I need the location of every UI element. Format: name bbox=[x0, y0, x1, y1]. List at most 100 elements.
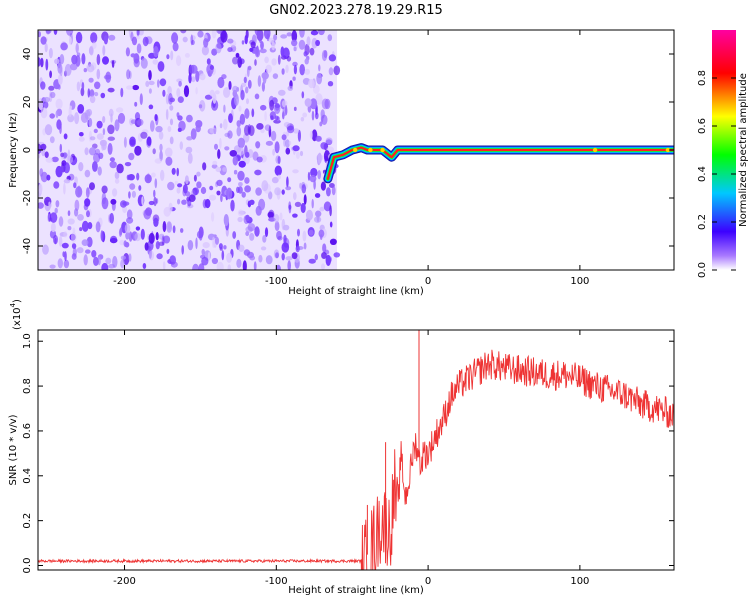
noise-blob bbox=[292, 61, 298, 67]
noise-blob bbox=[319, 206, 325, 212]
noise-blob bbox=[74, 112, 80, 125]
x-tick-label: 0 bbox=[425, 576, 431, 587]
noise-blob bbox=[310, 30, 319, 36]
noise-blob bbox=[274, 141, 280, 154]
noise-blob bbox=[272, 148, 275, 156]
noise-blob bbox=[155, 232, 159, 241]
noise-blob bbox=[236, 258, 242, 268]
noise-blob bbox=[139, 93, 143, 106]
noise-blob bbox=[293, 64, 297, 75]
noise-blob bbox=[151, 172, 156, 178]
noise-blob bbox=[199, 73, 206, 81]
noise-blob bbox=[166, 221, 173, 233]
noise-blob bbox=[241, 40, 245, 45]
noise-blob bbox=[214, 90, 220, 95]
noise-blob bbox=[55, 165, 63, 178]
noise-blob bbox=[321, 252, 327, 259]
noise-blob bbox=[312, 84, 320, 94]
noise-blob bbox=[110, 113, 113, 123]
noise-blob bbox=[196, 181, 202, 189]
noise-blob bbox=[228, 80, 232, 90]
noise-blob bbox=[272, 73, 279, 79]
noise-blob bbox=[273, 214, 280, 223]
noise-blob bbox=[264, 227, 269, 238]
noise-blob bbox=[94, 81, 101, 90]
noise-blob bbox=[324, 98, 331, 110]
noise-blob bbox=[107, 143, 113, 155]
noise-blob bbox=[136, 43, 142, 54]
noise-blob bbox=[126, 85, 133, 90]
noise-blob bbox=[316, 73, 323, 85]
noise-blob bbox=[237, 216, 243, 223]
noise-blob bbox=[126, 209, 133, 220]
noise-blob bbox=[67, 114, 75, 123]
noise-blob bbox=[130, 53, 136, 58]
noise-blob bbox=[73, 182, 77, 189]
noise-blob bbox=[102, 45, 106, 56]
noise-blob bbox=[93, 128, 98, 134]
noise-blob bbox=[249, 199, 255, 205]
noise-blob bbox=[158, 131, 164, 140]
noise-blob bbox=[83, 68, 88, 73]
x-tick-label: -200 bbox=[113, 276, 136, 287]
noise-blob bbox=[255, 141, 261, 149]
snr-x-label: Height of straight line (km) bbox=[288, 585, 424, 596]
noise-blob bbox=[129, 183, 136, 190]
snr-multiplier-base: (x10 bbox=[12, 307, 23, 330]
noise-blob bbox=[114, 119, 120, 132]
noise-blob bbox=[176, 167, 179, 177]
noise-blob bbox=[209, 65, 214, 70]
noise-blob bbox=[92, 41, 97, 49]
noise-blob bbox=[95, 221, 101, 233]
noise-blob bbox=[247, 79, 252, 89]
noise-blob bbox=[227, 47, 233, 53]
noise-blob bbox=[241, 191, 246, 198]
noise-blob bbox=[140, 58, 148, 69]
noise-blob bbox=[265, 255, 273, 265]
noise-blob bbox=[132, 84, 140, 91]
noise-blob bbox=[310, 167, 318, 178]
noise-blob bbox=[119, 239, 125, 246]
noise-blob bbox=[85, 249, 91, 254]
noise-blob bbox=[171, 32, 179, 44]
noise-blob bbox=[260, 104, 267, 111]
noise-blob bbox=[236, 120, 241, 128]
snr-multiplier-close: ) bbox=[12, 299, 23, 303]
noise-blob bbox=[288, 141, 292, 145]
noise-blob bbox=[309, 98, 318, 110]
noise-blob bbox=[171, 167, 176, 175]
noise-blob bbox=[133, 58, 140, 68]
x-tick-label: 100 bbox=[570, 576, 589, 587]
noise-blob bbox=[244, 185, 252, 193]
noise-blob bbox=[236, 147, 245, 156]
noise-blob bbox=[157, 61, 165, 72]
noise-blob bbox=[153, 46, 159, 58]
noise-blob bbox=[108, 263, 116, 269]
noise-blob bbox=[100, 230, 104, 242]
noise-blob bbox=[249, 232, 255, 241]
noise-blob bbox=[240, 89, 245, 101]
noise-blob bbox=[163, 206, 171, 217]
noise-blob bbox=[212, 160, 218, 166]
noise-blob bbox=[244, 124, 250, 136]
colorbar-label: Normalized spectral amplitude bbox=[738, 73, 749, 227]
noise-blob bbox=[63, 182, 66, 195]
noise-blob bbox=[109, 212, 114, 224]
noise-blob bbox=[40, 143, 47, 151]
noise-blob bbox=[169, 118, 174, 126]
noise-blob bbox=[308, 79, 315, 89]
noise-blob bbox=[220, 193, 223, 203]
noise-blob bbox=[190, 128, 197, 140]
noise-blob bbox=[127, 174, 135, 181]
noise-blob bbox=[287, 260, 291, 270]
noise-blob bbox=[281, 189, 285, 195]
noise-blob bbox=[195, 70, 200, 83]
noise-blob bbox=[245, 214, 250, 222]
noise-blob bbox=[292, 169, 299, 174]
noise-blob bbox=[96, 120, 103, 129]
noise-blob bbox=[274, 102, 281, 115]
noise-blob bbox=[89, 136, 96, 141]
noise-blob bbox=[218, 243, 223, 250]
noise-blob bbox=[44, 43, 48, 53]
noise-blob bbox=[227, 38, 234, 44]
